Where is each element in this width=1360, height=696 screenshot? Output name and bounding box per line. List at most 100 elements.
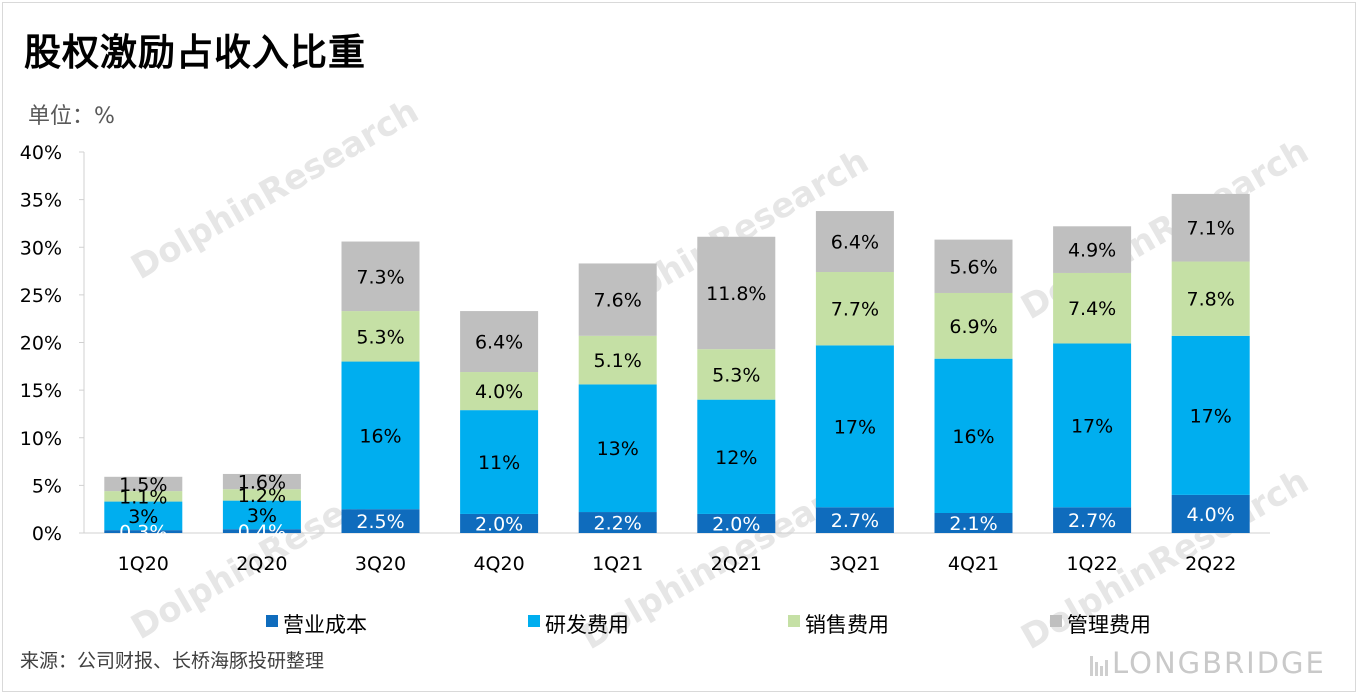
bar-segment bbox=[341, 241, 420, 312]
bar-segment bbox=[934, 512, 1013, 533]
bar-segment bbox=[1053, 226, 1132, 273]
bar-stack: 0.3%3%1.1%1.5% bbox=[104, 474, 183, 544]
data-label: 2.2% bbox=[594, 513, 642, 535]
bar-segment bbox=[460, 311, 539, 373]
data-label: 16% bbox=[359, 425, 401, 447]
data-label: 13% bbox=[597, 438, 639, 460]
bar-segment bbox=[1053, 343, 1132, 508]
y-tick-label: 20% bbox=[20, 333, 62, 355]
bar-segment bbox=[1171, 335, 1250, 495]
data-label: 11.8% bbox=[706, 283, 766, 305]
x-tick-label: 1Q21 bbox=[592, 553, 643, 575]
bar-segment bbox=[578, 384, 657, 513]
x-tick-label: 2Q20 bbox=[236, 553, 287, 575]
bar-segment bbox=[222, 529, 301, 533]
bar-stack: 2.2% 13% 5.1% 7.6% bbox=[578, 263, 657, 535]
data-label: 7.3% bbox=[356, 266, 404, 288]
legend-label: 销售费用 bbox=[805, 613, 889, 637]
data-label: 7.7% bbox=[831, 299, 879, 321]
bar-segment bbox=[1171, 261, 1250, 336]
x-tick-label: 4Q20 bbox=[473, 553, 524, 575]
bar-segment bbox=[815, 507, 894, 533]
data-label: 1.1% bbox=[119, 486, 167, 508]
bar-segment bbox=[222, 473, 301, 490]
x-tick-label: 4Q21 bbox=[948, 553, 999, 575]
data-label: 4.0% bbox=[475, 381, 523, 403]
x-tick-label: 2Q22 bbox=[1185, 553, 1236, 575]
y-tick-label: 35% bbox=[20, 190, 62, 212]
legend-swatch bbox=[266, 615, 278, 627]
data-label: 5.3% bbox=[712, 364, 760, 386]
data-label: 2.1% bbox=[949, 513, 997, 535]
source-note: 来源：公司财报、长桥海豚投研整理 bbox=[20, 650, 325, 672]
legend-label: 研发费用 bbox=[545, 613, 629, 637]
bar-stack: 2.1% 16% 6.9% 5.6% bbox=[934, 239, 1013, 535]
bar-segment bbox=[222, 500, 301, 530]
x-tick-label: 1Q20 bbox=[118, 553, 169, 575]
bar-segment bbox=[1171, 494, 1250, 533]
data-label: 17% bbox=[1071, 415, 1113, 437]
bar-segment bbox=[104, 491, 183, 502]
bar-segment bbox=[697, 236, 776, 350]
data-label: 4.9% bbox=[1068, 240, 1116, 262]
data-label: 6.4% bbox=[831, 232, 879, 254]
data-label: 7.6% bbox=[594, 290, 642, 312]
bar-segment bbox=[697, 349, 776, 400]
data-label: 17% bbox=[1190, 405, 1232, 427]
bar-segment bbox=[460, 410, 539, 514]
bar-segment bbox=[934, 239, 1013, 293]
y-tick-label: 10% bbox=[20, 428, 62, 450]
data-label: 5.1% bbox=[594, 350, 642, 372]
x-tick-label: 2Q21 bbox=[711, 553, 762, 575]
bar-stack: 2.0% 12% 5.3% 11.8% bbox=[697, 236, 776, 535]
bars: 0.3%3%1.1%1.5%0.4%3%1.2%1.6%2.5%16%5.3%7… bbox=[104, 193, 1250, 544]
legend-label: 管理费用 bbox=[1067, 613, 1151, 637]
data-label: 1.2% bbox=[238, 485, 286, 507]
bar-stack: 4.0% 17% 7.8% 7.1% bbox=[1171, 193, 1250, 533]
bar-stack: 2.5% 16% 5.3% 7.3% bbox=[341, 241, 420, 533]
data-label: 1.6% bbox=[238, 472, 286, 494]
data-label: 16% bbox=[952, 426, 994, 448]
data-label: 6.4% bbox=[475, 332, 523, 354]
data-label: 17% bbox=[834, 416, 876, 438]
x-tick-label: 3Q21 bbox=[829, 553, 880, 575]
bar-segment bbox=[104, 501, 183, 531]
data-label: 4.0% bbox=[1187, 504, 1235, 526]
data-label: 12% bbox=[715, 447, 757, 469]
data-label: 11% bbox=[478, 452, 520, 474]
x-tick-label: 1Q22 bbox=[1066, 553, 1117, 575]
data-label: 2.0% bbox=[475, 513, 523, 535]
data-label: 1.5% bbox=[119, 474, 167, 496]
bar-segment bbox=[578, 512, 657, 533]
longbridge-logo-icon bbox=[1090, 656, 1108, 676]
bar-segment bbox=[815, 345, 894, 508]
data-label: 2.0% bbox=[712, 513, 760, 535]
bar-segment bbox=[341, 311, 420, 362]
brand-logo-text: LONGBRIDGE bbox=[1112, 646, 1326, 680]
bar-segment bbox=[697, 399, 776, 514]
y-tick-label: 40% bbox=[20, 142, 62, 164]
bar-segment bbox=[578, 335, 657, 385]
data-label: 0.4% bbox=[238, 521, 286, 543]
bar-segment bbox=[578, 263, 657, 336]
y-tick-label: 5% bbox=[32, 475, 62, 497]
bar-segment bbox=[934, 292, 1013, 359]
data-label: 5.6% bbox=[949, 256, 997, 278]
data-label: 6.9% bbox=[949, 316, 997, 338]
data-label: 3% bbox=[128, 506, 158, 528]
legend-swatch bbox=[788, 615, 800, 627]
bar-stack: 2.0% 11% 4.0% 6.4% bbox=[460, 311, 539, 535]
data-label: 7.8% bbox=[1187, 289, 1235, 311]
data-label: 3% bbox=[247, 505, 277, 527]
chart-title: 股权激励占收入比重 bbox=[24, 31, 366, 74]
data-label: 2.5% bbox=[356, 511, 404, 533]
data-label: 7.4% bbox=[1068, 298, 1116, 320]
bar-segment bbox=[460, 372, 539, 411]
y-tick-label: 0% bbox=[32, 523, 62, 545]
bar-segment bbox=[697, 513, 776, 533]
unit-label: 单位：% bbox=[28, 104, 115, 129]
bar-segment bbox=[341, 509, 420, 533]
bar-segment bbox=[341, 361, 420, 510]
